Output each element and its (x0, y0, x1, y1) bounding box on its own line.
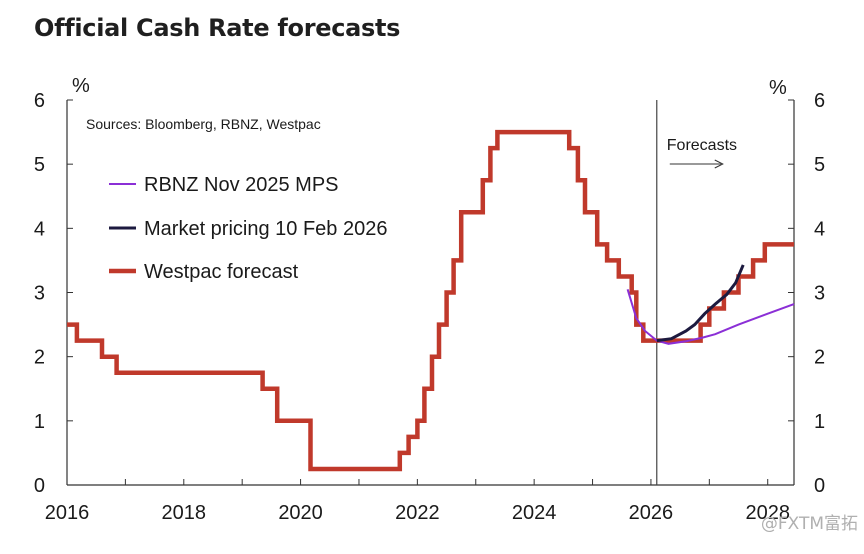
legend-label: Market pricing 10 Feb 2026 (144, 218, 387, 240)
y-tick-label-left: 1 (34, 411, 45, 433)
y-tick-label-left: 3 (34, 283, 45, 305)
y-tick-label-right: 4 (814, 218, 825, 240)
forecast-label: Forecasts (667, 137, 737, 154)
y-axis-unit-right: % (769, 77, 787, 99)
y-tick-label-right: 1 (814, 411, 825, 433)
series-line-westpac-forecast (67, 129, 794, 472)
y-tick-label-left: 6 (34, 90, 45, 112)
series-line-rbnz-nov-2025-mps (626, 289, 795, 345)
y-tick-label-left: 0 (34, 475, 45, 497)
chart-title: Official Cash Rate forecasts (34, 14, 401, 42)
x-tick-label: 2022 (395, 502, 440, 524)
x-tick-label: 2028 (745, 502, 790, 524)
y-tick-label-right: 5 (814, 154, 825, 176)
series-line-market-pricing-10-feb-2026 (656, 264, 745, 343)
y-axis-unit-left: % (72, 75, 90, 97)
x-tick-label: 2026 (629, 502, 674, 524)
legend-label: RBNZ Nov 2025 MPS (144, 174, 339, 196)
y-tick-label-left: 5 (34, 154, 45, 176)
watermark: @FXTM富拓 (760, 514, 858, 534)
y-tick-label-right: 2 (814, 347, 825, 369)
legend-label: Westpac forecast (144, 261, 299, 283)
y-tick-label-left: 4 (34, 218, 45, 240)
y-tick-label-left: 2 (34, 347, 45, 369)
forecast-arrow-head (714, 159, 724, 169)
source-note: Sources: Bloomberg, RBNZ, Westpac (86, 116, 321, 132)
y-tick-label-right: 6 (814, 90, 825, 112)
y-tick-label-right: 0 (814, 475, 825, 497)
x-tick-label: 2020 (278, 502, 323, 524)
x-tick-label: 2024 (512, 502, 557, 524)
x-tick-label: 2018 (162, 502, 207, 524)
x-tick-label: 2016 (45, 502, 90, 524)
y-tick-label-right: 3 (814, 283, 825, 305)
